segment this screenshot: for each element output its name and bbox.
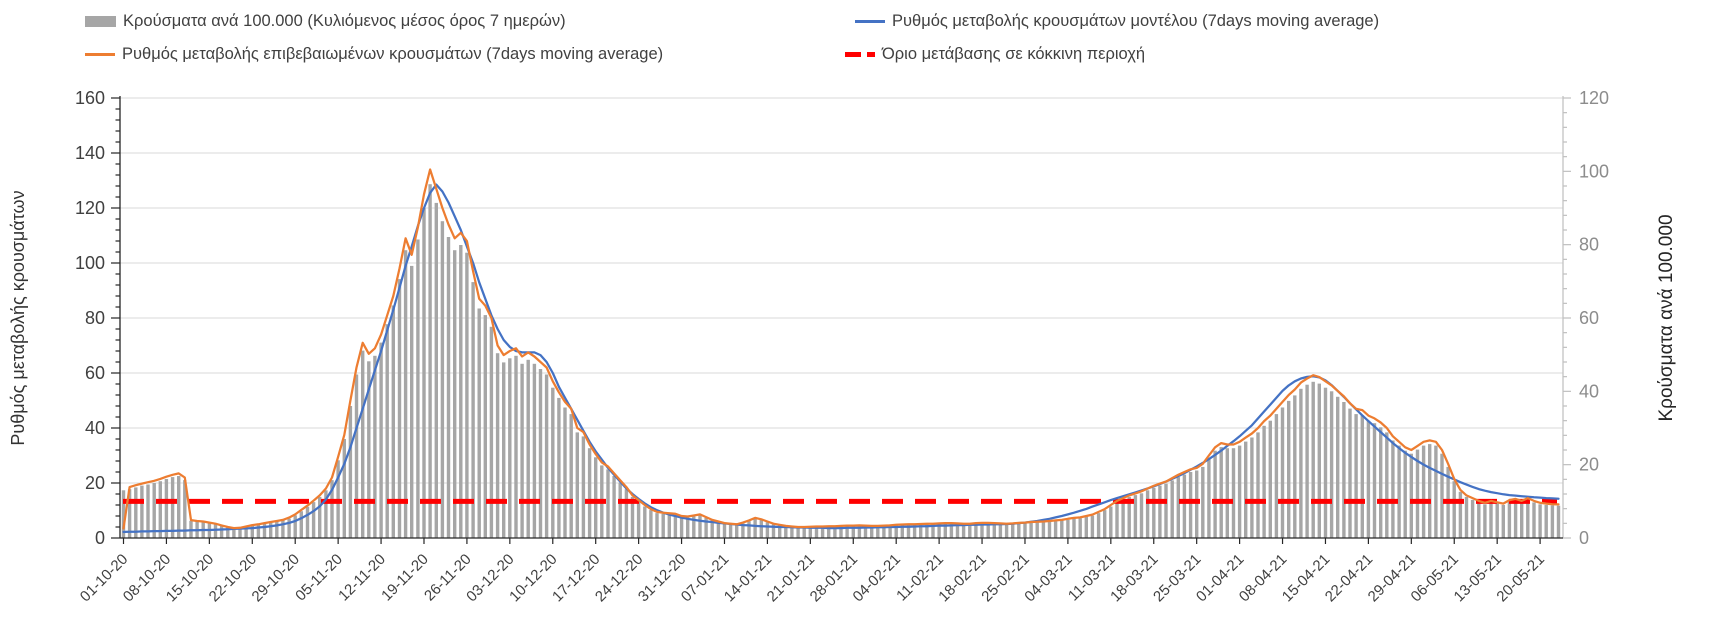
svg-text:160: 160 — [75, 88, 105, 108]
svg-text:60: 60 — [1579, 308, 1599, 328]
svg-text:20: 20 — [1579, 455, 1599, 475]
orange-line-swatch-icon — [85, 52, 115, 56]
svg-text:0: 0 — [95, 528, 105, 548]
legend-item-confirmed-rate: Ρυθμός μεταβολής επιβεβαιωμένων κρουσμάτ… — [85, 43, 663, 65]
svg-text:40: 40 — [85, 418, 105, 438]
svg-text:100: 100 — [1579, 161, 1609, 181]
legend-label-model-rate: Ρυθμός μεταβολής κρουσμάτων μοντέλου (7d… — [892, 11, 1380, 30]
left-axis-title: Ρυθμός μεταβολής κρουσμάτων — [8, 190, 28, 445]
svg-text:20: 20 — [85, 473, 105, 493]
x-tick-label: 29-10-20 — [249, 551, 303, 605]
legend-item-cases-per-100k: Κρούσματα ανά 100.000 (Κυλιόμενος μέσος … — [85, 10, 566, 32]
confirmed-line — [122, 168, 1560, 530]
svg-text:120: 120 — [75, 198, 105, 218]
gray-bar-swatch-icon — [85, 15, 116, 27]
svg-text:80: 80 — [1579, 235, 1599, 255]
x-tick-label: 04-02-21 — [850, 551, 904, 605]
legend-label-confirmed-rate: Ρυθμός μεταβολής επιβεβαιωμένων κρουσμάτ… — [122, 44, 664, 63]
left-axis: 0 20 40 60 80 100 120 140 160 Ρυθμός μεταβολής κρ… — [8, 88, 121, 548]
blue-line-swatch-icon — [855, 19, 885, 23]
gridlines — [120, 97, 1563, 484]
x-axis: 01-10-2008-10-2015-10-2022-10-2029-10-20… — [77, 537, 1563, 605]
legend-item-red-zone-threshold: Όριο μετάβασης σε κόκκινη περιοχή — [845, 43, 1145, 65]
legend-label-cases-per-100k: Κρούσματα ανά 100.000 (Κυλιόμενος μέσος … — [123, 11, 566, 30]
right-axis-title: Κρούσματα ανά 100.000 — [1656, 214, 1677, 421]
legend-label-red-zone-threshold: Όριο μετάβασης σε κόκκινη περιοχή — [882, 44, 1146, 63]
red-dash-swatch-icon — [845, 51, 875, 57]
svg-text:80: 80 — [85, 308, 105, 328]
legend-item-model-rate: Ρυθμός μεταβολής κρουσμάτων μοντέλου (7d… — [855, 10, 1379, 32]
x-tick-label: 20-05-21 — [1493, 551, 1547, 605]
svg-text:100: 100 — [75, 253, 105, 273]
svg-text:40: 40 — [1579, 381, 1599, 401]
cases-bars — [121, 184, 1561, 538]
svg-text:140: 140 — [75, 143, 105, 163]
svg-text:60: 60 — [85, 363, 105, 383]
svg-text:0: 0 — [1579, 528, 1589, 548]
x-tick-label: 04-03-21 — [1021, 551, 1075, 605]
svg-text:120: 120 — [1579, 88, 1609, 108]
right-axis: 0 20 40 60 80 100 120 Κρούσματα ανά 100.000 — [1562, 88, 1677, 548]
